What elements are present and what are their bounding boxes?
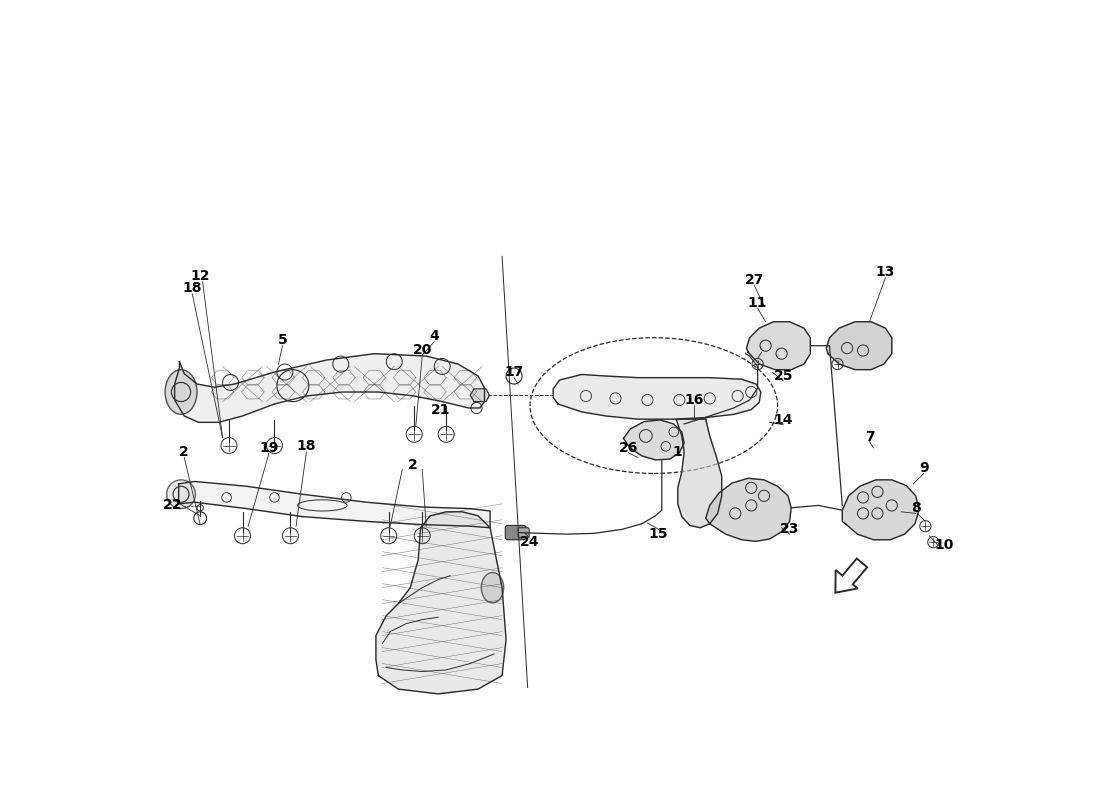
Text: 22: 22 [163,498,183,513]
Text: 9: 9 [918,461,928,475]
Polygon shape [747,322,811,370]
Ellipse shape [165,370,197,414]
Text: 16: 16 [684,393,703,407]
Text: 5: 5 [277,333,287,347]
Text: 15: 15 [649,527,669,541]
Text: 11: 11 [748,295,768,310]
Text: 12: 12 [190,270,210,283]
Text: 2: 2 [408,458,418,473]
Text: 10: 10 [934,538,954,552]
FancyBboxPatch shape [505,526,526,540]
Text: 17: 17 [505,365,524,379]
Text: 8: 8 [911,501,921,515]
Text: 20: 20 [412,343,432,358]
Text: 18: 18 [297,439,316,454]
Text: 27: 27 [745,274,764,287]
Polygon shape [178,482,491,528]
Polygon shape [376,512,506,694]
Text: 1: 1 [673,445,683,459]
Text: 18: 18 [183,281,202,295]
Text: 21: 21 [431,402,450,417]
Text: 14: 14 [773,413,793,427]
Text: 2: 2 [179,445,189,459]
Text: 4: 4 [429,329,439,343]
Ellipse shape [482,573,504,603]
FancyBboxPatch shape [518,528,529,538]
Polygon shape [175,354,484,422]
Text: 13: 13 [876,266,895,279]
Polygon shape [676,419,722,528]
Text: 7: 7 [865,430,874,444]
Polygon shape [843,480,918,540]
Text: 25: 25 [773,369,793,383]
Circle shape [167,480,196,509]
Polygon shape [706,478,791,542]
Text: 24: 24 [519,535,539,549]
Text: 26: 26 [618,441,638,455]
Polygon shape [624,420,684,460]
Polygon shape [826,322,892,370]
Polygon shape [470,389,490,402]
Text: 23: 23 [780,522,800,536]
Polygon shape [553,374,761,419]
Text: 19: 19 [260,441,278,455]
